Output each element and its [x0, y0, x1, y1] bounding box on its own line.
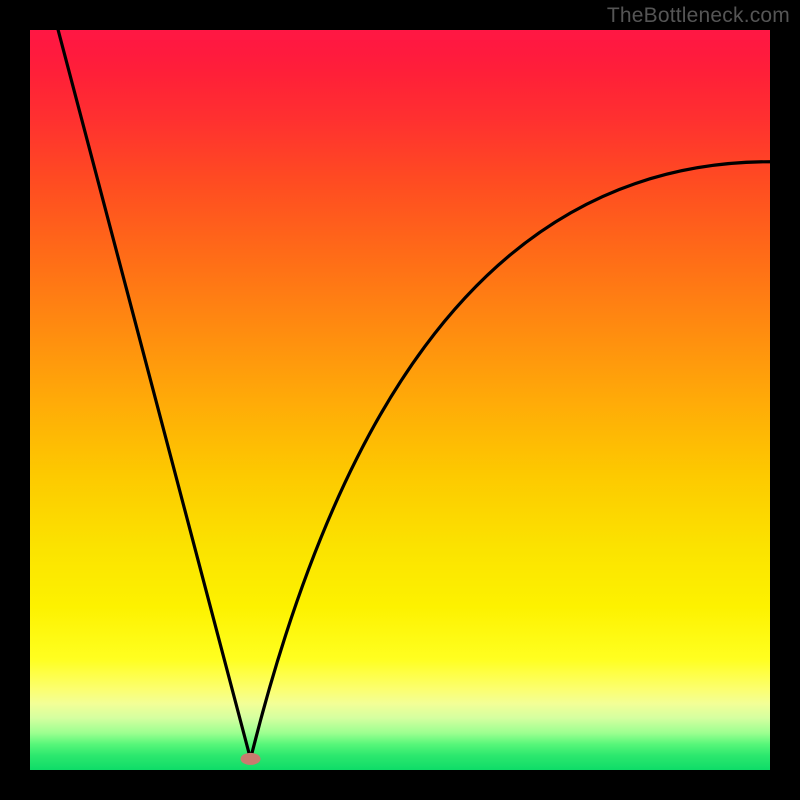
vertex-marker — [241, 753, 261, 765]
watermark-label: TheBottleneck.com — [607, 4, 790, 28]
plot-area — [30, 30, 770, 770]
chart-container: TheBottleneck.com — [0, 0, 800, 800]
chart-svg — [0, 0, 800, 800]
